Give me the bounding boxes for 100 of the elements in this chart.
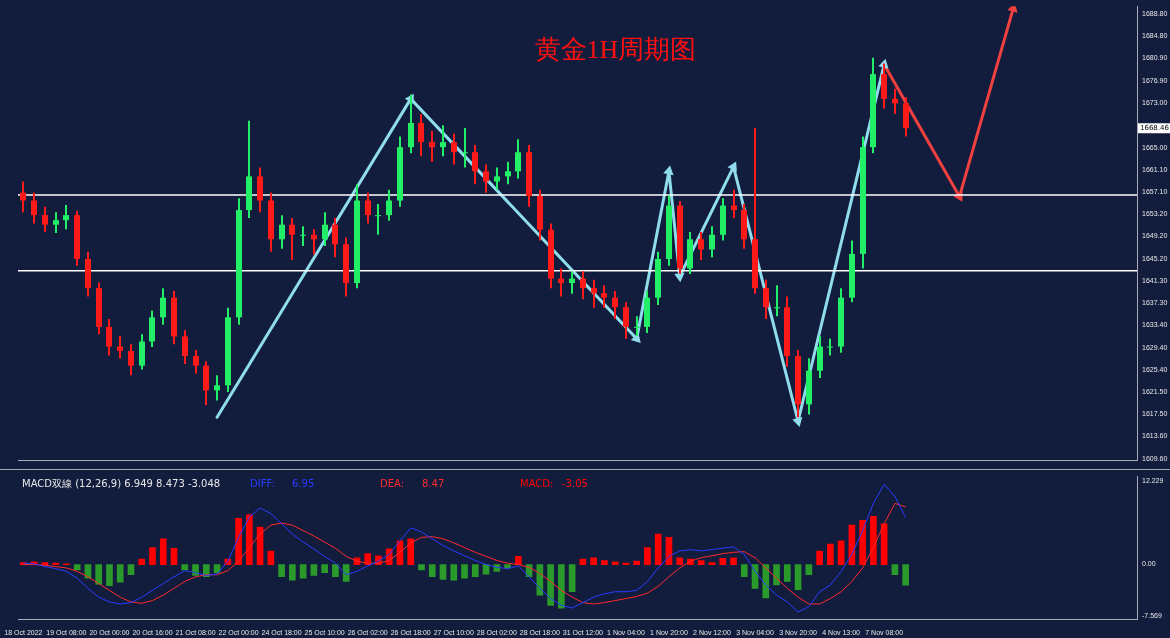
candlestick — [580, 270, 586, 301]
bar — [514, 556, 522, 565]
bar — [95, 564, 103, 585]
bar — [461, 564, 468, 579]
candlestick — [160, 287, 166, 326]
candlestick — [193, 348, 199, 375]
point — [674, 272, 685, 283]
candlestick — [332, 216, 338, 259]
bar — [794, 564, 802, 591]
text: DIFF: — [250, 477, 275, 489]
candlestick — [515, 138, 521, 180]
candlestick — [279, 214, 285, 250]
candlestick — [451, 132, 457, 166]
bar — [170, 547, 178, 565]
bar — [697, 560, 705, 565]
bar — [676, 557, 684, 565]
bar — [590, 557, 597, 565]
candlestick — [709, 225, 715, 259]
bar — [73, 564, 81, 571]
candlestick — [182, 329, 188, 365]
candlestick — [698, 230, 704, 262]
bar — [783, 564, 791, 582]
bar — [127, 564, 135, 576]
candlestick — [300, 225, 306, 248]
bar — [870, 515, 877, 565]
text: DEA: — [380, 477, 405, 489]
bar — [181, 564, 189, 571]
bar — [310, 564, 318, 576]
bar — [332, 564, 339, 578]
bar — [450, 564, 458, 581]
bar — [859, 520, 866, 565]
candlestick — [289, 216, 295, 262]
candlestick — [365, 191, 371, 225]
bar — [558, 564, 565, 609]
bar — [902, 564, 909, 586]
candlestick — [63, 204, 69, 231]
candlestick — [418, 113, 424, 158]
bar — [471, 564, 479, 578]
bar — [116, 564, 124, 583]
bar — [52, 562, 59, 565]
candlestick — [483, 163, 489, 194]
bar — [891, 564, 899, 576]
bar — [601, 560, 608, 565]
annotation: 8.47 — [422, 477, 445, 489]
bar — [805, 564, 813, 576]
bar — [547, 564, 554, 606]
candlestick — [20, 180, 26, 214]
bar — [289, 564, 296, 581]
bar — [837, 540, 845, 565]
text: 黄金1H周期图 — [533, 34, 698, 66]
bar — [407, 538, 415, 565]
candlestick — [763, 278, 769, 321]
candlestick — [472, 143, 478, 186]
text: MACD: — [520, 477, 554, 489]
bar — [654, 533, 662, 565]
candlestick — [827, 337, 833, 357]
annotation: MACD双線 (12,26,9) 6.949 8.473 -3.048 — [22, 477, 221, 489]
candlestick — [505, 160, 511, 186]
point — [727, 161, 737, 172]
candlestick — [612, 289, 618, 321]
candlestick — [623, 301, 629, 340]
candlestick — [31, 191, 37, 225]
candlestick — [429, 129, 435, 163]
candlestick — [591, 278, 597, 309]
point — [663, 165, 674, 176]
bar — [106, 564, 113, 586]
candlestick — [375, 202, 381, 236]
bar — [149, 547, 156, 565]
candlestick — [386, 188, 392, 222]
annotation: 6.95 — [292, 477, 315, 489]
bar — [633, 560, 641, 565]
candlestick — [322, 211, 328, 248]
candlestick — [53, 211, 59, 235]
candlestick — [440, 124, 446, 158]
candlestick — [601, 284, 607, 309]
point — [792, 417, 803, 428]
candlestick — [106, 318, 112, 357]
bar — [708, 562, 716, 565]
bar — [740, 564, 748, 578]
bar — [827, 543, 834, 565]
bar — [418, 564, 425, 571]
bar — [159, 538, 167, 565]
candlestick — [462, 127, 468, 169]
candlestick — [494, 166, 500, 191]
bar — [321, 564, 328, 574]
bar — [246, 514, 253, 565]
bar — [622, 562, 630, 565]
bar — [428, 564, 436, 578]
bar — [730, 557, 737, 565]
bar — [719, 558, 727, 565]
bar — [644, 547, 651, 565]
bar — [278, 564, 285, 578]
bar — [439, 564, 447, 580]
candlestick — [128, 343, 134, 377]
candlestick — [214, 374, 220, 402]
candlestick — [774, 284, 780, 318]
candlestick — [42, 205, 48, 233]
bar — [138, 558, 146, 565]
bar — [816, 550, 823, 565]
bar — [568, 564, 576, 593]
